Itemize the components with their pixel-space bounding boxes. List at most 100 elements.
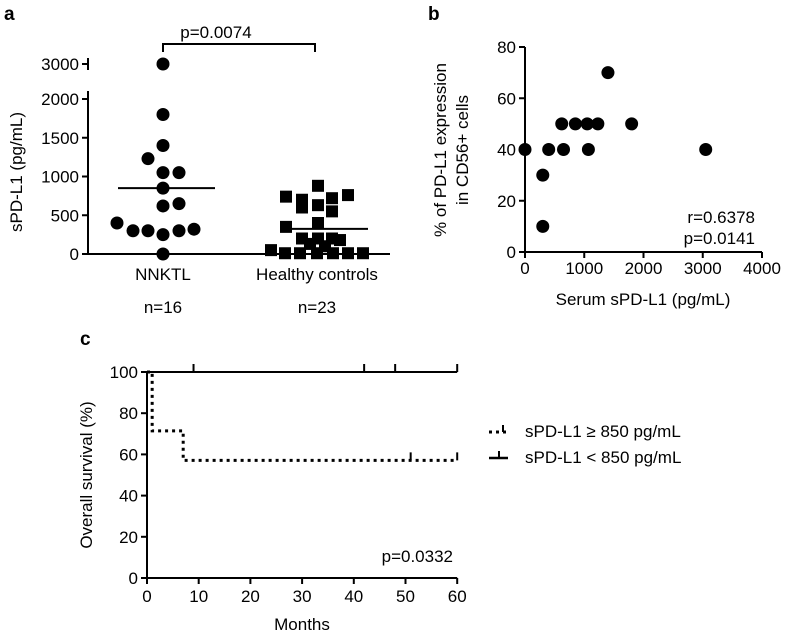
panel-c-ylabel: Overall survival (%) <box>77 401 96 548</box>
y-tick-label: 80 <box>497 38 516 57</box>
panel-a-pvalue: p=0.0074 <box>180 23 251 42</box>
x-tick-label: 2000 <box>625 259 663 278</box>
y-tick-label: 1000 <box>41 168 79 187</box>
data-point-control <box>342 189 354 202</box>
survival-curve-high <box>147 370 458 462</box>
y-tick-label: 80 <box>119 404 138 423</box>
y-tick-label: 60 <box>497 89 516 108</box>
x-tick-label: 0 <box>142 587 151 606</box>
data-point-control <box>294 247 306 260</box>
panel-c-label: c <box>80 329 91 350</box>
data-point <box>542 143 556 156</box>
data-point-nnktl <box>156 139 170 152</box>
data-point-control <box>312 217 324 229</box>
legend-label-low: sPD-L1 < 850 pg/mL <box>525 448 681 467</box>
data-point-nnktl <box>172 224 186 238</box>
data-point-control <box>311 247 323 260</box>
data-point <box>518 143 532 156</box>
y-tick-label: 20 <box>497 192 516 211</box>
panel-b: b % of PD-L1 expression in CD56+ cells S… <box>428 4 781 309</box>
data-point-control <box>280 190 292 203</box>
x-tick-label: 10 <box>189 587 208 606</box>
data-point <box>601 66 615 80</box>
data-point-nnktl <box>126 224 140 238</box>
x-tick-label: 60 <box>448 587 467 606</box>
significance-bracket <box>162 43 316 52</box>
panel-b-r: r=0.6378 <box>687 208 755 227</box>
y-tick-label: 0 <box>507 243 516 262</box>
legend-label-high: sPD-L1 ≥ 850 pg/mL <box>525 422 681 441</box>
category-label-nnktl: NNKTL <box>135 265 191 284</box>
count-nnktl: n=16 <box>144 298 182 317</box>
data-point-control <box>304 237 316 250</box>
data-point <box>581 143 595 156</box>
data-point <box>699 143 713 156</box>
panel-a-ylabel: sPD-L1 (pg/mL) <box>7 112 26 232</box>
x-tick-label: 40 <box>344 587 363 606</box>
x-tick-label: 30 <box>293 587 312 606</box>
data-point <box>536 219 550 233</box>
y-tick-label: 40 <box>497 141 516 160</box>
panel-a: a sPD-L1 (pg/mL) p=0.0074 NNKTL Healthy … <box>4 4 390 317</box>
data-point-control <box>342 247 354 260</box>
data-point-nnktl <box>187 222 201 236</box>
x-tick-label: 0 <box>520 259 529 278</box>
data-point-nnktl <box>141 224 155 238</box>
count-controls: n=23 <box>298 298 336 317</box>
data-point-nnktl <box>156 57 170 71</box>
data-point-control <box>265 244 277 257</box>
data-point <box>580 117 594 131</box>
x-tick-label: 1000 <box>565 259 603 278</box>
y-tick-label: 40 <box>119 487 138 506</box>
data-point <box>591 117 605 131</box>
data-point-control <box>280 220 292 233</box>
data-point-control <box>326 192 338 205</box>
data-point-nnktl <box>156 228 170 242</box>
data-point-control <box>326 205 338 218</box>
panel-b-p: p=0.0141 <box>684 229 755 248</box>
data-point-control <box>296 201 308 214</box>
data-point-nnktl <box>156 108 170 121</box>
data-point-control <box>334 234 346 247</box>
data-point-nnktl <box>141 152 155 166</box>
y-tick-label: 1500 <box>41 129 79 148</box>
data-point-nnktl <box>156 199 170 213</box>
y-tick-label: 100 <box>110 363 138 382</box>
y-tick-label: 500 <box>51 206 79 225</box>
panel-c-pvalue: p=0.0332 <box>382 547 453 566</box>
data-point <box>625 117 639 131</box>
data-point-control <box>312 179 324 192</box>
legend: sPD-L1 ≥ 850 pg/mL sPD-L1 < 850 pg/mL <box>489 422 681 467</box>
data-point <box>536 168 550 182</box>
data-point-nnktl <box>156 247 170 261</box>
data-point-nnktl <box>110 216 124 230</box>
panel-b-label: b <box>428 4 440 25</box>
x-tick-label: 50 <box>396 587 415 606</box>
data-point-nnktl <box>172 166 186 180</box>
y-tick-label: 0 <box>70 245 79 264</box>
data-point <box>568 117 582 131</box>
y-tick-label: 3000 <box>41 55 79 74</box>
data-point <box>557 143 571 156</box>
panel-c: c Overall survival (%) Months p=0.0332 s… <box>77 329 681 634</box>
category-label-controls: Healthy controls <box>256 265 378 284</box>
panel-b-ylabel-1: % of PD-L1 expression <box>431 63 450 237</box>
x-tick-label: 4000 <box>743 259 781 278</box>
x-tick-label: 20 <box>241 587 260 606</box>
data-point-control <box>279 247 291 260</box>
panel-b-xlabel: Serum sPD-L1 (pg/mL) <box>556 290 731 309</box>
data-point-nnktl <box>172 197 186 211</box>
y-tick-label: 0 <box>129 569 138 588</box>
y-tick-label: 2000 <box>41 90 79 109</box>
x-tick-label: 3000 <box>684 259 722 278</box>
y-tick-label: 20 <box>119 528 138 547</box>
panel-b-ylabel-2: in CD56+ cells <box>453 95 472 205</box>
data-point <box>555 117 569 131</box>
y-tick-label: 60 <box>119 445 138 464</box>
panel-a-label: a <box>4 4 15 25</box>
data-point-control <box>312 199 324 212</box>
panel-c-xlabel: Months <box>274 615 330 634</box>
data-point-control <box>327 247 339 260</box>
data-point-nnktl <box>156 166 170 180</box>
